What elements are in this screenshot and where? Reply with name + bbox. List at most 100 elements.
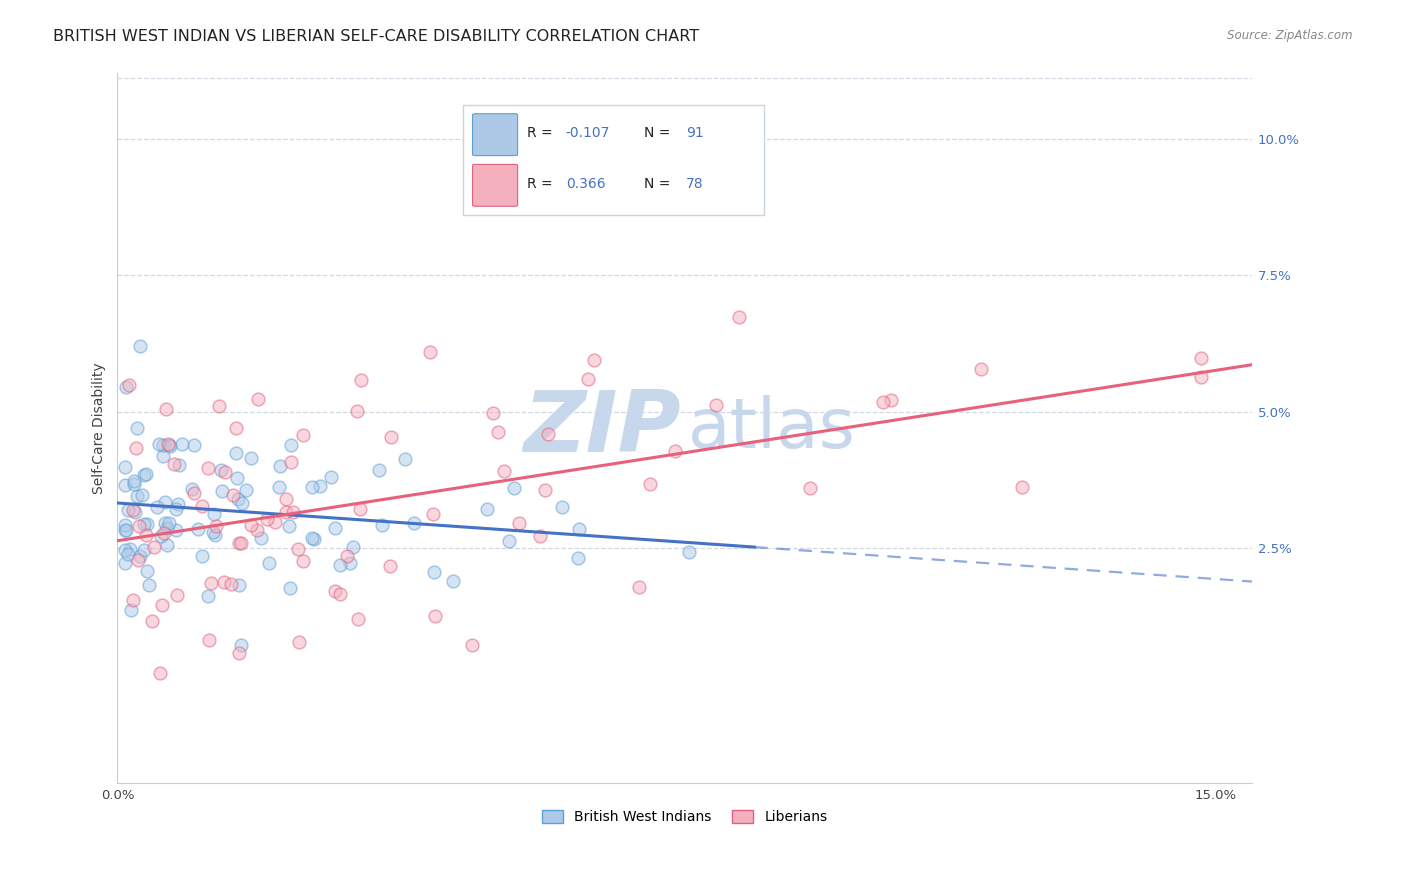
Point [122,477,145,491]
Point [114,518,136,533]
Point [728,310,751,325]
Point [492,464,515,478]
Point [135,527,157,541]
Point [1011,480,1033,494]
Point [166,497,188,511]
Point [281,505,304,519]
Point [141,614,163,628]
Point [404,516,426,531]
Point [122,592,145,607]
Text: BRITISH WEST INDIAN VS LIBERIAN SELF-CARE DISABILITY CORRELATION CHART: BRITISH WEST INDIAN VS LIBERIAN SELF-CAR… [53,29,700,44]
Point [425,608,447,623]
Point [240,450,263,465]
Point [278,518,301,533]
Point [122,503,145,517]
Point [157,516,180,530]
Point [198,632,221,647]
Point [441,574,464,588]
Point [249,531,271,545]
Point [269,459,291,474]
Point [534,483,557,497]
Point [339,557,361,571]
Point [228,646,250,660]
Point [208,399,231,413]
Point [150,598,173,612]
Point [319,469,342,483]
Point [155,516,177,530]
Point [1189,370,1212,384]
Point [181,482,204,496]
Point [124,505,146,519]
Point [117,547,139,561]
Point [583,353,606,368]
Point [169,458,191,473]
Point [165,524,187,538]
Point [371,517,394,532]
Point [127,553,149,567]
Point [475,502,498,516]
Point [704,398,727,412]
Point [148,437,170,451]
Point [156,538,179,552]
Point [460,638,482,652]
Point [380,430,402,444]
Point [486,425,509,439]
Point [678,545,700,559]
Point [280,437,302,451]
Point [165,502,187,516]
Point [329,558,352,572]
Point [122,474,145,488]
Point [228,536,250,550]
Point [422,507,444,521]
Point [235,483,257,497]
Point [127,489,149,503]
Point [323,521,346,535]
Point [368,463,391,477]
Point [135,467,157,481]
Point [287,635,309,649]
Point [114,543,136,558]
Point [291,554,314,568]
Point [301,531,323,545]
Point [276,491,298,506]
Point [259,556,281,570]
Point [256,512,278,526]
Point [231,535,253,549]
Point [394,452,416,467]
Point [114,556,136,570]
Point [301,480,323,494]
Point [200,575,222,590]
Point [183,485,205,500]
Point [138,578,160,592]
Point [225,421,247,435]
Point [226,471,249,485]
Point [127,421,149,435]
Point [269,480,291,494]
Point [152,526,174,541]
Point [120,603,142,617]
Point [146,500,169,514]
Point [550,500,572,514]
Point [346,404,368,418]
Point [349,501,371,516]
Point [155,401,177,416]
Point [135,565,157,579]
Point [342,540,364,554]
Point [131,487,153,501]
Point [329,587,352,601]
Point [132,543,155,558]
Point [419,345,441,359]
Point [134,468,156,483]
Point [190,549,212,564]
Point [246,523,269,537]
Point [166,588,188,602]
Y-axis label: Self-Care Disability: Self-Care Disability [93,362,107,494]
Point [482,406,505,420]
Point [879,393,901,408]
Point [114,477,136,491]
Point [302,533,325,547]
Point [115,523,138,537]
Text: atlas: atlas [688,394,856,462]
Point [155,521,177,535]
Point [114,459,136,474]
